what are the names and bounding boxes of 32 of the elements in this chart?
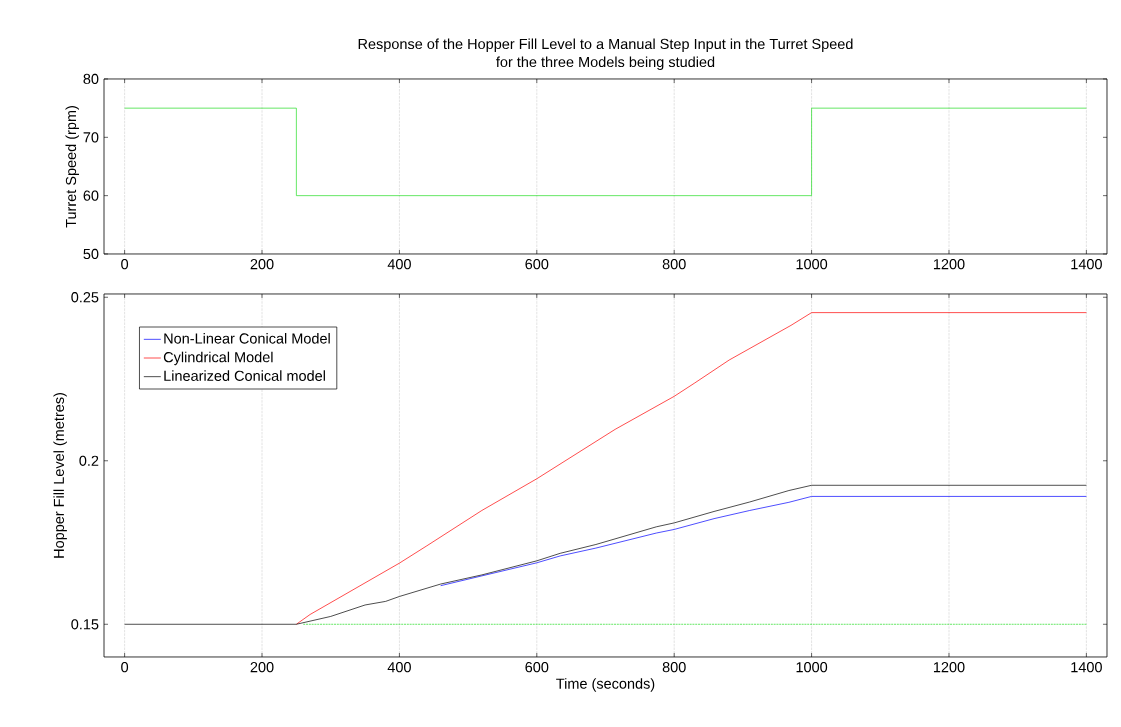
x-tick-label: 1200	[933, 662, 965, 673]
x-tick-label: 1400	[1071, 662, 1102, 673]
chart-title: Response of the Hopper Fill Level to a Manual Step Input in the Turret Speed for the three Models being studied	[358, 38, 853, 70]
legend-label: Non-Linear Conical Model	[164, 333, 330, 344]
x-tick-label: 0	[121, 662, 129, 673]
y-axis-title: Hopper Fill Level (metres)	[53, 393, 67, 558]
y-tick-label: 0.2	[79, 455, 99, 466]
x-tick-label: 600	[525, 662, 549, 673]
x-tick-label: 1000	[796, 259, 828, 270]
line-series	[440, 496, 1087, 587]
x-tick-label: 0	[121, 259, 129, 270]
y-tick-label: 50	[83, 248, 99, 260]
legend-label: Cylindrical Model	[163, 351, 273, 366]
x-tick-label: 400	[387, 259, 411, 270]
x-tick-label: 400	[387, 662, 411, 673]
y-axis-title: Turret Speed (rpm)	[65, 106, 79, 228]
y-tick-label: 60	[83, 190, 99, 201]
x-axis-title: Time (seconds)	[556, 678, 655, 692]
x-tick-label: 200	[250, 259, 274, 270]
line-series	[124, 484, 1087, 625]
x-tick-label: 600	[525, 259, 549, 270]
x-tick-label: 200	[250, 662, 274, 673]
x-tick-label: 1200	[933, 259, 965, 270]
y-tick-label: 80	[83, 73, 99, 85]
x-tick-label: 1000	[796, 662, 828, 673]
y-tick-label: 0.25	[71, 292, 99, 303]
x-tick-label: 1400	[1071, 259, 1102, 270]
y-tick-label: 70	[83, 132, 99, 143]
y-tick-label: 0.15	[71, 619, 99, 630]
x-tick-label: 800	[662, 259, 686, 270]
legend-label: Linearized Conical model	[164, 370, 325, 381]
x-tick-label: 800	[662, 662, 686, 673]
